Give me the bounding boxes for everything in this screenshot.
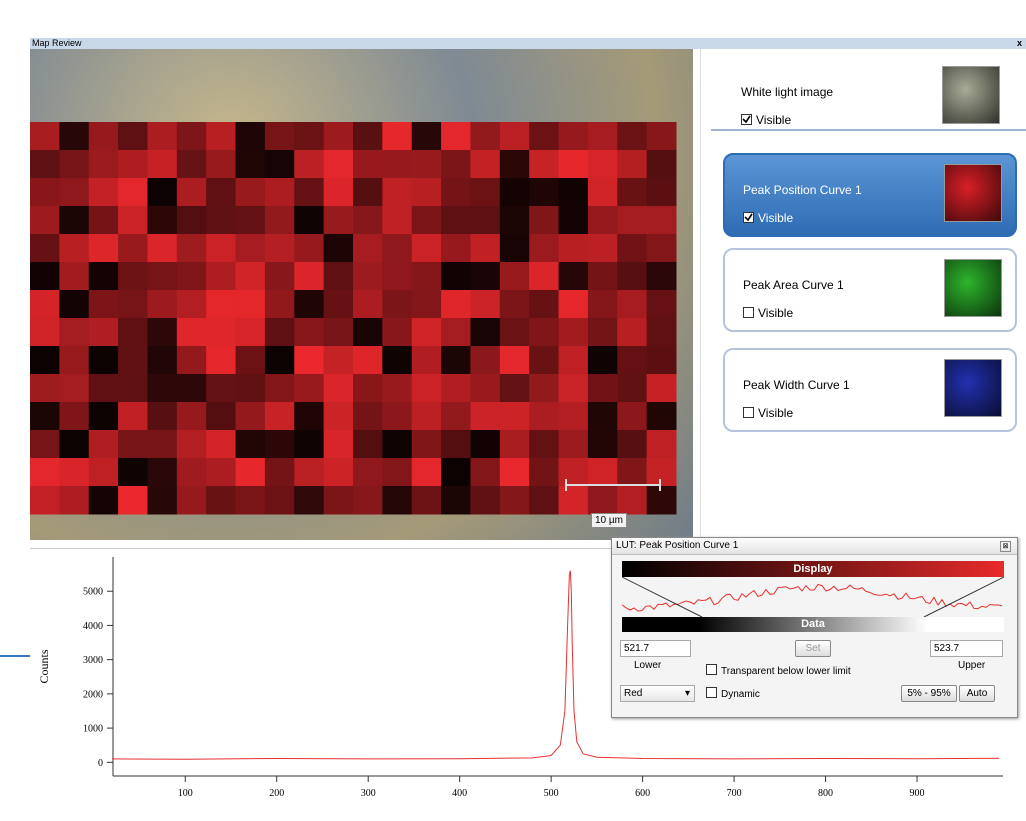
percent-button[interactable]: 5% - 95% [901, 685, 957, 702]
y-axis-label: Counts [37, 649, 51, 683]
checkbox[interactable] [743, 212, 754, 223]
x-tick-label: 100 [178, 788, 193, 799]
layer-thumbnail [945, 360, 1001, 416]
display-bar: Display [622, 561, 1004, 577]
visible-text: Visible [758, 306, 793, 320]
y-tick-label: 4000 [83, 621, 103, 632]
lut-title: LUT: Peak Position Curve 1 [616, 540, 738, 551]
visible-text: Visible [758, 406, 793, 420]
checkbox[interactable] [741, 114, 752, 125]
x-tick-label: 300 [361, 788, 376, 799]
visible-text: Visible [758, 211, 793, 225]
layer-item[interactable]: Peak Position Curve 1 Visible [723, 153, 1017, 237]
dynamic-option[interactable]: Dynamic [706, 687, 760, 700]
dynamic-text: Dynamic [721, 689, 760, 700]
edge-line [0, 655, 30, 657]
visible-toggle[interactable]: Visible [743, 406, 793, 420]
page: Map Review x 10 µm White light image Vis… [0, 0, 1026, 817]
upper-input[interactable]: 523.7 [930, 640, 1003, 657]
layer-label: Peak Width Curve 1 [743, 378, 850, 392]
scale-bar [30, 49, 693, 540]
y-tick-label: 5000 [83, 587, 103, 598]
color-dropdown[interactable]: Red▾ [620, 685, 695, 702]
lut-dialog: LUT: Peak Position Curve 1 ⊠ Display Dat… [611, 537, 1018, 718]
lower-input[interactable]: 521.7 [620, 640, 691, 657]
x-tick-label: 500 [544, 788, 559, 799]
layer-label: Peak Area Curve 1 [743, 278, 844, 292]
color-text: Red [624, 688, 642, 699]
x-tick-label: 200 [269, 788, 284, 799]
layer-thumbnail [945, 165, 1001, 221]
transparent-option[interactable]: Transparent below lower limit [706, 664, 851, 677]
y-tick-label: 1000 [83, 724, 103, 735]
layer-panel: White light image Visible Peak Position … [700, 49, 1026, 540]
auto-button[interactable]: Auto [959, 685, 995, 702]
layer-thumbnail [945, 260, 1001, 316]
map-view: 10 µm [30, 49, 693, 540]
visible-toggle[interactable]: Visible [743, 211, 793, 225]
data-label: Data [622, 617, 1004, 632]
close-button[interactable]: x [1017, 38, 1022, 49]
visible-text: Visible [756, 113, 791, 127]
layer-item[interactable]: Peak Area Curve 1 Visible [723, 248, 1017, 332]
window-title: Map Review [30, 38, 82, 48]
lut-close[interactable]: ⊠ [1000, 541, 1011, 552]
lower-label: Lower [634, 660, 661, 671]
visible-toggle[interactable]: Visible [743, 306, 793, 320]
layer-item[interactable]: Peak Width Curve 1 Visible [723, 348, 1017, 432]
y-tick-label: 3000 [83, 655, 103, 666]
transparent-text: Transparent below lower limit [721, 666, 851, 677]
y-tick-label: 2000 [83, 689, 103, 700]
y-tick-label: 0 [98, 758, 103, 769]
window-title-bar: Map Review x [30, 38, 1026, 49]
visible-toggle[interactable]: Visible [741, 113, 791, 127]
lut-histogram [622, 577, 1004, 617]
layer-label: White light image [741, 85, 833, 99]
upper-label: Upper [958, 660, 985, 671]
data-bar: Data [622, 617, 1004, 632]
set-button[interactable]: Set [795, 640, 831, 657]
x-tick-label: 600 [635, 788, 650, 799]
layer-item[interactable]: White light image Visible [723, 57, 1013, 137]
x-tick-label: 700 [727, 788, 742, 799]
checkbox[interactable] [743, 307, 754, 318]
x-tick-label: 400 [452, 788, 467, 799]
lut-title-bar: LUT: Peak Position Curve 1 ⊠ [612, 538, 1017, 555]
x-tick-label: 900 [910, 788, 925, 799]
scale-label: 10 µm [591, 513, 627, 528]
x-tick-label: 800 [818, 788, 833, 799]
display-label: Display [622, 561, 1004, 577]
checkbox[interactable] [743, 407, 754, 418]
layer-thumbnail [943, 67, 999, 123]
layer-label: Peak Position Curve 1 [743, 183, 862, 197]
